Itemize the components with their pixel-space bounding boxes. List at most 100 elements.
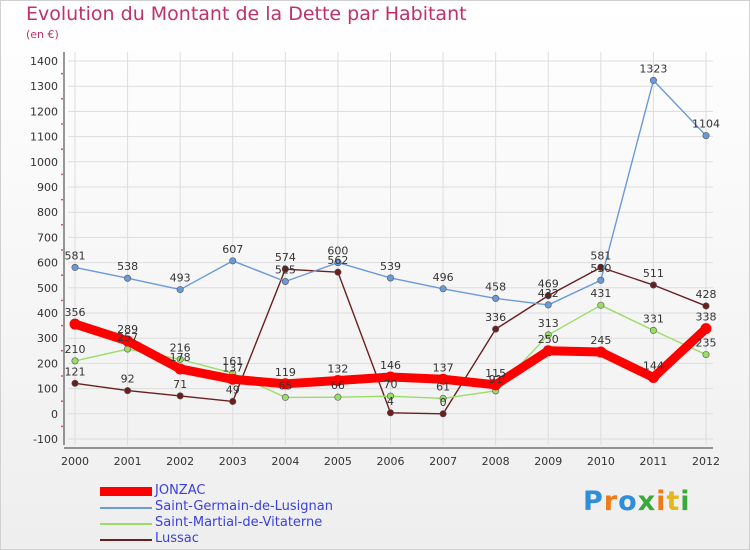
data-label-saint-germain-de-lusignan: 493 [170, 272, 191, 285]
data-label-lussac: 574 [275, 251, 296, 264]
logo-letter: o [618, 486, 638, 517]
minor-tick [61, 375, 63, 377]
x-tick-label: 2001 [114, 455, 142, 468]
data-point-lussac [649, 281, 657, 289]
minor-tick [61, 400, 63, 403]
data-label-jonzac: 137 [433, 361, 454, 374]
minor-tick [61, 349, 63, 352]
logo-letter: i [656, 486, 667, 517]
y-tick-label: 0 [51, 408, 58, 421]
data-point-jonzac [69, 318, 81, 330]
data-label-saint-martial-de-vitaterne: 161 [222, 355, 243, 368]
y-tick-label: 100 [37, 383, 58, 396]
data-point-saint-martial-de-vitaterne [386, 392, 394, 400]
data-point-jonzac [332, 375, 344, 387]
minor-tick [61, 123, 63, 125]
series-layer [69, 76, 712, 418]
data-point-jonzac [595, 346, 607, 358]
data-label-saint-germain-de-lusignan: 458 [485, 280, 506, 293]
data-point-jonzac [279, 378, 291, 390]
y-tick-label: 300 [37, 332, 58, 345]
proxiti-logo: Proxiti [583, 486, 691, 517]
data-label-saint-martial-de-vitaterne: 235 [696, 337, 717, 350]
logo-letter: P [583, 486, 604, 517]
x-tick-label: 2011 [639, 455, 667, 468]
data-label-saint-martial-de-vitaterne: 61 [436, 380, 450, 393]
data-label-jonzac: 132 [327, 363, 348, 376]
minor-tick [61, 274, 63, 277]
data-point-saint-martial-de-vitaterne [334, 393, 342, 401]
data-point-saint-germain-de-lusignan [386, 274, 394, 282]
data-label-saint-germain-de-lusignan: 581 [65, 249, 86, 262]
legend-swatch [100, 487, 152, 496]
data-label-saint-martial-de-vitaterne: 70 [384, 378, 398, 391]
data-label-lussac: 581 [590, 249, 611, 262]
data-label-lussac: 49 [226, 383, 240, 396]
data-label-saint-martial-de-vitaterne: 91 [489, 373, 503, 386]
data-label-saint-germain-de-lusignan: 1323 [639, 62, 667, 75]
data-point-lussac [386, 409, 394, 417]
data-point-jonzac [122, 335, 134, 347]
data-point-saint-germain-de-lusignan [439, 285, 447, 293]
data-point-jonzac [437, 373, 449, 385]
logo-letter: r [603, 486, 619, 517]
data-labels: 121 92 71 49 574 562 4 0 336 469 581 511 428 210 257 21… [65, 62, 721, 408]
data-point-lussac [334, 268, 342, 276]
data-label-saint-germain-de-lusignan: 539 [380, 260, 401, 273]
data-point-jonzac [174, 363, 186, 375]
data-label-saint-martial-de-vitaterne: 331 [643, 312, 664, 325]
logo-letter: x [637, 486, 657, 517]
data-point-lussac [124, 387, 132, 395]
data-label-jonzac: 137 [222, 361, 243, 374]
legend-label: Lussac [155, 531, 199, 546]
data-point-saint-martial-de-vitaterne [597, 301, 605, 309]
data-label-lussac: 469 [538, 278, 559, 291]
minor-tick [61, 299, 63, 302]
legend-label: Saint-Martial-de-Vitaterne [155, 515, 323, 530]
y-tick-label: 1200 [30, 105, 58, 118]
data-label-saint-germain-de-lusignan: 1104 [692, 118, 720, 131]
data-point-lussac [492, 325, 500, 333]
data-label-jonzac: 144 [643, 360, 664, 373]
data-point-saint-martial-de-vitaterne [439, 394, 447, 402]
data-point-lussac [281, 265, 289, 273]
y-tick-label: 1000 [30, 156, 58, 169]
data-label-saint-martial-de-vitaterne: 431 [590, 287, 611, 300]
minor-tick [61, 223, 63, 226]
data-label-jonzac: 178 [170, 351, 191, 364]
data-point-jonzac [700, 323, 712, 335]
y-tick-label: 500 [37, 282, 58, 295]
logo-letter: i [680, 486, 691, 517]
y-tick-label: 400 [37, 307, 58, 320]
data-label-lussac: 562 [327, 254, 348, 267]
y-tick-label: -100 [33, 433, 58, 446]
chart-subtitle: (en €) [26, 28, 59, 41]
x-tick-label: 2012 [692, 455, 720, 468]
chart-title: Evolution du Montant de la Dette par Hab… [26, 3, 467, 25]
data-point-lussac [439, 410, 447, 418]
y-tick-label: 600 [37, 257, 58, 270]
data-point-lussac [544, 292, 552, 300]
data-point-lussac [71, 379, 79, 387]
minor-tick [61, 425, 63, 428]
data-point-saint-martial-de-vitaterne [544, 331, 552, 339]
x-tick-label: 2006 [377, 455, 405, 468]
data-label-saint-germain-de-lusignan: 432 [538, 287, 559, 300]
data-point-jonzac [227, 373, 239, 385]
data-label-saint-germain-de-lusignan: 607 [222, 243, 243, 256]
x-tick-label: 2009 [534, 455, 562, 468]
logo-letter: t [666, 486, 681, 517]
x-tick-label: 2005 [324, 455, 352, 468]
data-point-saint-martial-de-vitaterne [71, 357, 79, 365]
x-tick-label: 2004 [271, 455, 299, 468]
data-label-lussac: 428 [696, 288, 717, 301]
data-label-lussac: 121 [65, 365, 86, 378]
data-label-saint-martial-de-vitaterne: 65 [278, 379, 292, 392]
data-label-lussac: 4 [387, 395, 394, 408]
data-point-saint-martial-de-vitaterne [281, 393, 289, 401]
data-point-lussac [702, 302, 710, 310]
data-point-saint-germain-de-lusignan [229, 257, 237, 265]
y-tick-label: 900 [37, 181, 58, 194]
axes: -100010020030040050060070080090010001100… [30, 52, 720, 468]
data-point-lussac [229, 397, 237, 405]
